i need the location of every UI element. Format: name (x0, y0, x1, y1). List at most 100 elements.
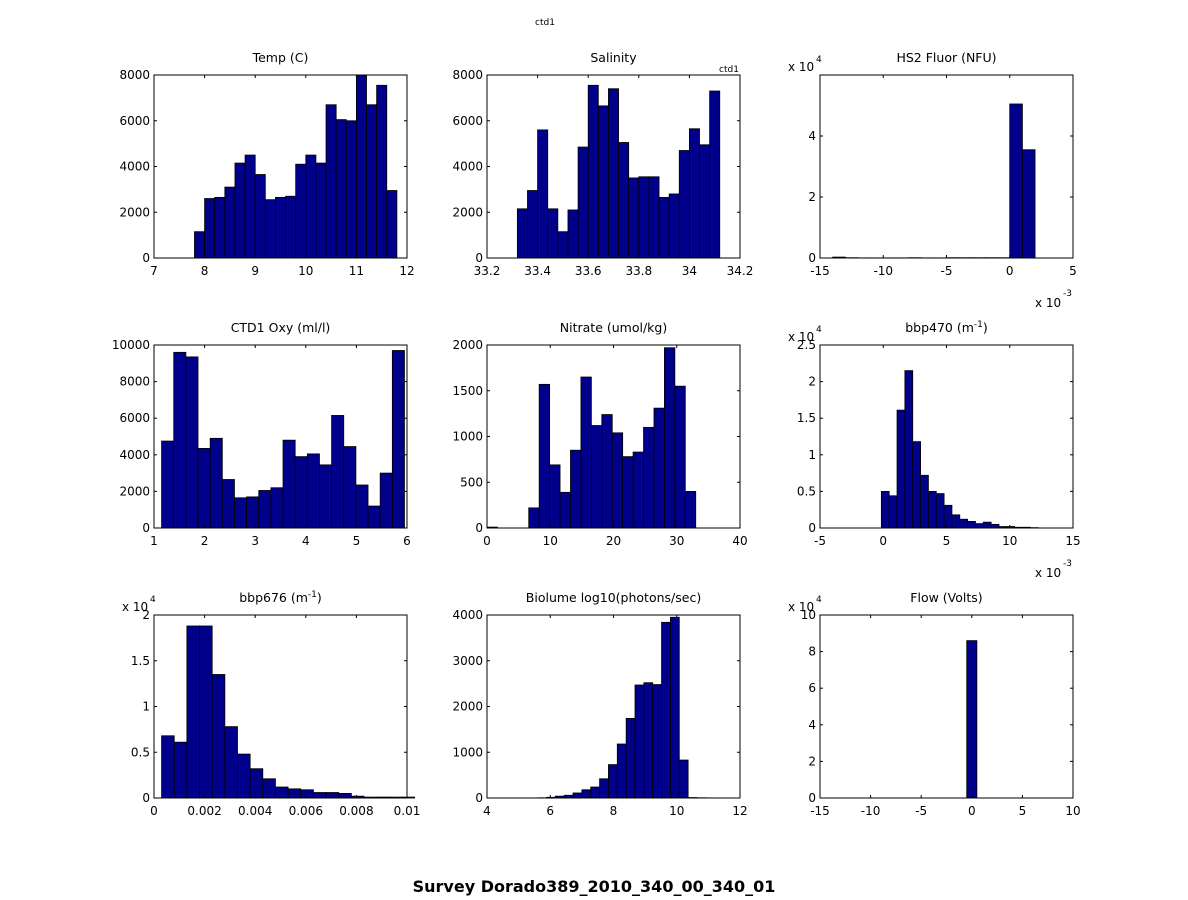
y-tick-label: 6000 (119, 114, 150, 128)
histogram-bar (689, 128, 700, 259)
histogram-bar (990, 523, 1000, 529)
histogram-bar (572, 792, 583, 799)
histogram-bar (300, 789, 314, 799)
histogram-bar (943, 504, 953, 529)
x-tick-label: -10 (873, 264, 893, 278)
y-tick-label: 2 (808, 190, 816, 204)
histogram-bar (699, 144, 711, 259)
histogram-bar (258, 490, 272, 529)
histogram-bar (982, 521, 992, 529)
y-tick-label: 0 (808, 521, 816, 535)
y-tick-label: 0 (142, 251, 150, 265)
top-label: ctd1 (535, 18, 555, 28)
histogram-bar (224, 186, 236, 259)
x-tick-label: 5 (943, 534, 951, 548)
histogram-bar (928, 490, 937, 529)
histogram-bar (643, 426, 655, 529)
x-tick-label: 6 (403, 534, 411, 548)
histogram-bar (173, 741, 188, 799)
x-tick-label: 0 (483, 534, 491, 548)
histogram-bar (282, 439, 296, 529)
y-exponent-label: x 10 (122, 600, 148, 614)
histogram-bar (161, 440, 175, 529)
histogram-bar (709, 90, 721, 259)
histogram-bar (528, 507, 540, 529)
histogram-bar (959, 518, 969, 529)
histogram-bar (350, 795, 365, 799)
x-tick-label: 8 (201, 264, 209, 278)
histogram-bar (563, 794, 574, 799)
y-tick-label: 2 (142, 608, 150, 622)
histogram-bar (599, 778, 609, 799)
histogram-panel-4: 1 2 3 4 5 6 0 2000 4000 6000 8000 10000 CTD1 Oxy (ml… (112, 320, 411, 548)
histogram-bar (1022, 526, 1031, 529)
histogram-bar (246, 496, 260, 529)
histogram-bar (285, 195, 297, 259)
histogram-bar (653, 407, 665, 529)
histogram-bar (312, 792, 327, 799)
histogram-bar (632, 451, 644, 529)
x-tick-label: 10 (1065, 804, 1080, 818)
x-tick-label: -5 (915, 804, 927, 818)
histogram-bar (244, 154, 256, 259)
histogram-bar (597, 105, 609, 259)
histogram-bar (338, 793, 352, 799)
x-exponent-power: -3 (1063, 559, 1072, 569)
x-tick-label: 2 (201, 534, 209, 548)
histogram-bar (325, 792, 340, 799)
axes-box (819, 614, 1074, 799)
histogram-bar (366, 104, 378, 259)
histogram-bar (601, 414, 613, 529)
y-tick-label: 1.5 (797, 411, 816, 425)
histogram-bar (590, 425, 603, 529)
x-tick-label: 0 (1006, 264, 1014, 278)
histogram-bar (888, 495, 898, 529)
y-tick-label: 4000 (119, 448, 150, 462)
x-tick-label: 0 (150, 804, 158, 818)
panel-title: Temp (C) (252, 50, 309, 65)
histogram-bar (975, 523, 984, 529)
histogram-bar (516, 208, 528, 259)
histogram-bar (559, 491, 571, 529)
x-exponent-label: x 10 (1035, 566, 1061, 580)
histogram-bar (896, 409, 906, 529)
histogram-bar (214, 196, 226, 259)
histogram-bar (608, 764, 618, 799)
histogram-bar (376, 796, 390, 799)
histogram-bar (275, 786, 289, 799)
histogram-bar (622, 456, 634, 529)
histogram-bar (379, 472, 393, 529)
histogram-bar (638, 176, 650, 259)
histogram-bar (315, 162, 327, 259)
panel-title-superscript: -1 (974, 320, 983, 330)
y-tick-label: 2000 (119, 205, 150, 219)
figure-title: Survey Dorado389_2010_340_00_340_01 (413, 877, 776, 896)
histogram-bar (199, 625, 213, 799)
y-tick-label: 0 (142, 521, 150, 535)
x-exponent-power: -3 (1063, 289, 1072, 299)
histogram-bar (684, 490, 697, 529)
histogram-bar (527, 190, 538, 259)
x-exponent-label: x 10 (1035, 296, 1061, 310)
histogram-bar (345, 120, 357, 259)
x-tick-label: -5 (941, 264, 953, 278)
histogram-bar (224, 726, 238, 799)
panel-title: CTD1 Oxy (ml/l) (231, 320, 331, 335)
histogram-bar (185, 356, 199, 529)
x-tick-label: -15 (810, 804, 830, 818)
histogram-bar (577, 146, 589, 259)
histogram-bar (538, 383, 551, 529)
x-tick-label: -15 (810, 264, 830, 278)
histogram-bar (967, 521, 976, 529)
y-exponent-label: x 10 (788, 330, 814, 344)
y-tick-label: 2000 (119, 484, 150, 498)
histogram-bar (1022, 149, 1036, 259)
x-tick-label: 0.008 (339, 804, 373, 818)
y-tick-label: 1.5 (131, 654, 150, 668)
histogram-bar (221, 479, 235, 529)
x-tick-label: 33.8 (625, 264, 652, 278)
y-tick-label: 8000 (119, 68, 150, 82)
histogram-bar (904, 370, 914, 529)
histogram-bar (648, 176, 660, 259)
histogram-bar (951, 514, 961, 529)
